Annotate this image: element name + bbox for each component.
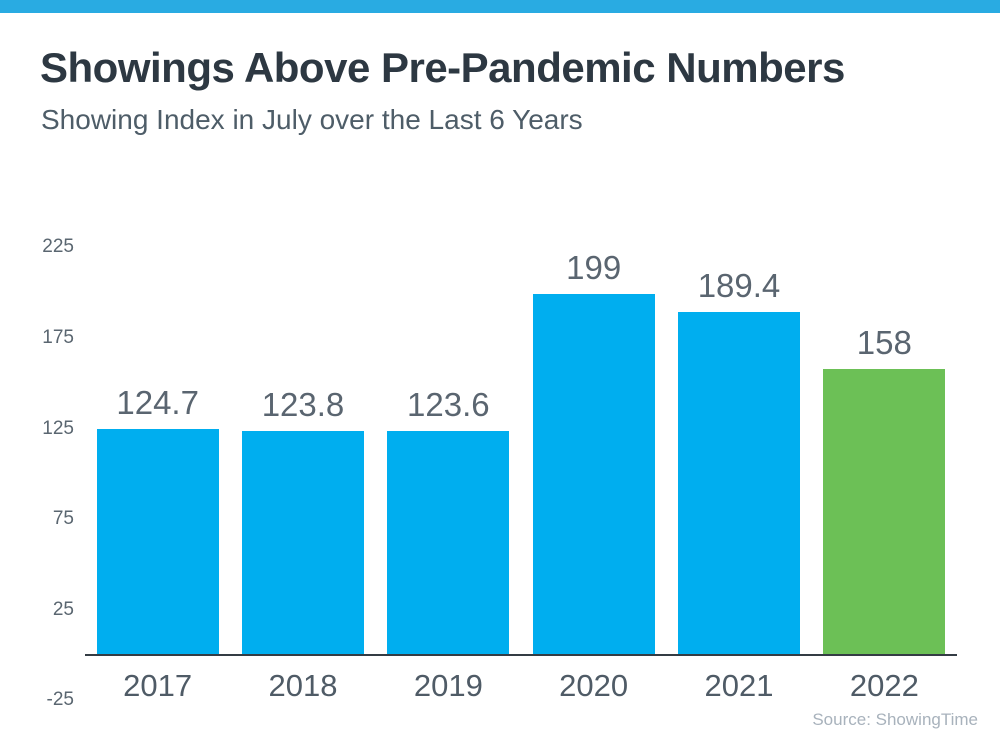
x-axis-label-2022: 2022 (849, 668, 919, 703)
x-axis-label-2020: 2020 (559, 668, 629, 703)
bar-value-label-2021: 189.4 (697, 266, 781, 304)
x-axis-label-2019: 2019 (413, 668, 483, 703)
accent-bar (0, 0, 1000, 13)
bar-value-label-2020: 199 (566, 249, 622, 287)
y-tick-label: -25 (46, 689, 74, 711)
x-axis-label-2017: 2017 (123, 668, 193, 703)
y-tick-label: 225 (42, 236, 74, 258)
bar-value-label-2022: 158 (856, 323, 912, 361)
bar-value-label-2018: 123.8 (261, 385, 345, 423)
bar-2019 (387, 431, 510, 655)
bar-2021 (678, 311, 800, 655)
bar-value-label-2017: 124.7 (116, 384, 199, 422)
y-tick-label: 75 (52, 508, 74, 530)
page-subtitle: Showing Index in July over the Last 6 Ye… (41, 104, 583, 135)
bar-2018 (242, 430, 364, 655)
bar-2020 (532, 294, 655, 655)
x-axis-label-2021: 2021 (704, 668, 774, 703)
x-axis-label-2018: 2018 (268, 668, 338, 703)
bar-2017 (96, 429, 219, 655)
y-tick-label: 25 (52, 598, 74, 620)
bar-value-label-2019: 123.6 (407, 386, 490, 424)
x-axis-line (85, 654, 957, 656)
bar-2022 (823, 368, 946, 655)
source-attribution: Source: ShowingTime (812, 710, 978, 729)
y-tick-label: 175 (42, 326, 74, 348)
page-title: Showings Above Pre-Pandemic Numbers (40, 44, 845, 91)
y-tick-label: 125 (42, 417, 74, 439)
